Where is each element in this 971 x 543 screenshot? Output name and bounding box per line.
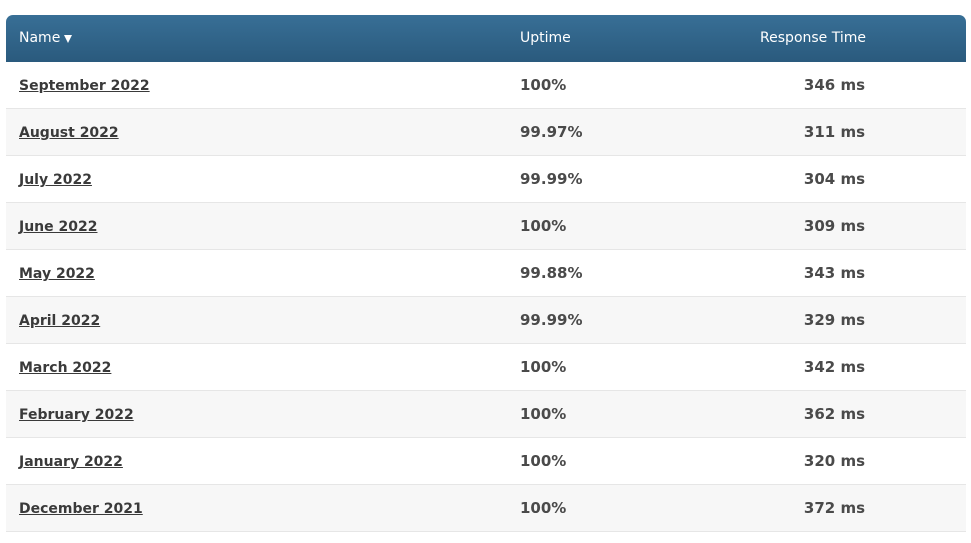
name-column-header[interactable]: Name	[19, 15, 73, 62]
name-cell: May 2022	[19, 250, 95, 297]
uptime-column-header[interactable]: Uptime	[520, 30, 571, 46]
month-link[interactable]: August 2022	[19, 125, 119, 141]
uptime-cell: 100%	[520, 76, 567, 94]
table-row: April 2022 99.99% 329 ms	[6, 297, 966, 344]
table-row: January 2022 100% 320 ms	[6, 438, 966, 485]
table-header: Name Uptime Response Time	[6, 15, 966, 62]
response-time-cell: 346 ms	[803, 76, 865, 94]
response-time-cell: 372 ms	[803, 499, 865, 517]
sort-descending-icon[interactable]	[64, 34, 73, 43]
uptime-cell: 99.88%	[520, 264, 583, 282]
month-link[interactable]: December 2021	[19, 501, 143, 517]
name-cell: August 2022	[19, 109, 119, 156]
uptime-cell: 100%	[520, 452, 567, 470]
name-cell: March 2022	[19, 344, 111, 391]
uptime-cell: 100%	[520, 405, 567, 423]
uptime-cell: 100%	[520, 499, 567, 517]
table-row: March 2022 100% 342 ms	[6, 344, 966, 391]
month-link[interactable]: April 2022	[19, 313, 101, 329]
name-cell: June 2022	[19, 203, 97, 250]
table-row: December 2021 100% 372 ms	[6, 485, 966, 532]
month-link[interactable]: January 2022	[19, 454, 123, 470]
uptime-cell: 100%	[520, 217, 567, 235]
table-row: August 2022 99.97% 311 ms	[6, 109, 966, 156]
response-time-cell: 320 ms	[803, 452, 865, 470]
response-time-cell: 329 ms	[803, 311, 865, 329]
uptime-cell: 99.99%	[520, 170, 583, 188]
uptime-cell: 99.99%	[520, 311, 583, 329]
response-time-cell: 342 ms	[803, 358, 865, 376]
response-time-cell: 343 ms	[803, 264, 865, 282]
response-time-column-header[interactable]: Response Time	[760, 30, 866, 46]
response-time-cell: 311 ms	[803, 123, 865, 141]
table-row: September 2022 100% 346 ms	[6, 62, 966, 109]
response-time-cell: 362 ms	[803, 405, 865, 423]
table-body: September 2022 100% 346 ms August 2022 99.97…	[6, 62, 966, 532]
month-link[interactable]: July 2022	[19, 172, 92, 188]
response-time-cell: 304 ms	[803, 170, 865, 188]
uptime-cell: 99.97%	[520, 123, 583, 141]
month-link[interactable]: September 2022	[19, 78, 150, 94]
uptime-cell: 100%	[520, 358, 567, 376]
table-row: May 2022 99.88% 343 ms	[6, 250, 966, 297]
name-cell: February 2022	[19, 391, 134, 438]
month-link[interactable]: May 2022	[19, 266, 95, 282]
name-cell: April 2022	[19, 297, 100, 344]
name-cell: September 2022	[19, 62, 150, 109]
uptime-table: Name Uptime Response Time September 2022…	[6, 15, 966, 532]
response-time-cell: 309 ms	[803, 217, 865, 235]
name-header-label: Name	[19, 30, 61, 46]
name-cell: July 2022	[19, 156, 92, 203]
name-cell: December 2021	[19, 485, 143, 532]
table-row: June 2022 100% 309 ms	[6, 203, 966, 250]
table-row: July 2022 99.99% 304 ms	[6, 156, 966, 203]
month-link[interactable]: June 2022	[19, 219, 98, 235]
table-row: February 2022 100% 362 ms	[6, 391, 966, 438]
month-link[interactable]: March 2022	[19, 360, 112, 376]
name-cell: January 2022	[19, 438, 123, 485]
month-link[interactable]: February 2022	[19, 407, 134, 423]
